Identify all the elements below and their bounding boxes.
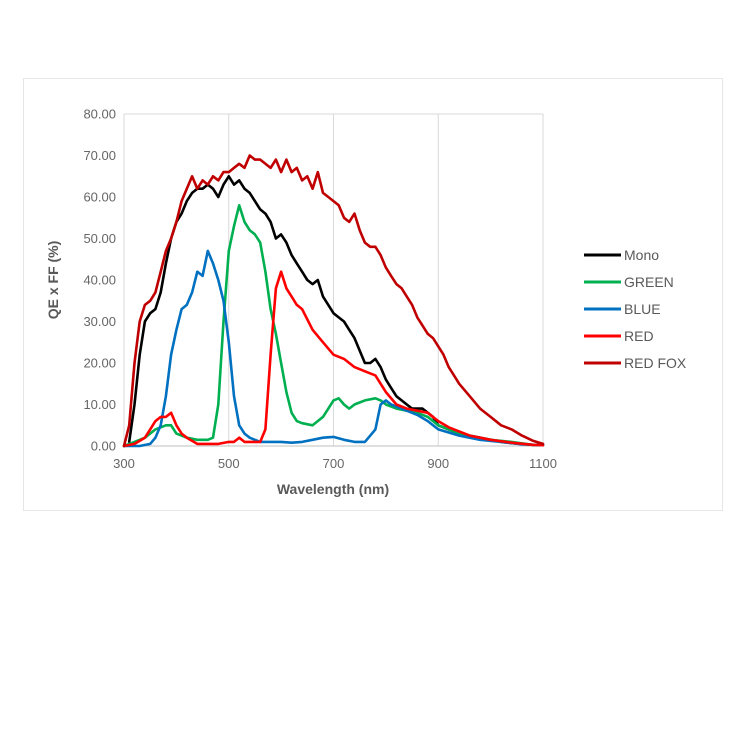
y-tick-label: 20.00	[83, 356, 116, 371]
y-tick-label: 50.00	[83, 231, 116, 246]
x-tick-label: 500	[218, 456, 240, 471]
series-line-red	[122, 270, 545, 448]
series-line-red-fox	[122, 154, 545, 448]
legend-label-red-fox: RED FOX	[624, 355, 687, 371]
y-tick-label: 10.00	[83, 397, 116, 412]
y-tick-label: 70.00	[83, 148, 116, 163]
series-line-blue	[122, 249, 545, 448]
x-tick-label: 300	[113, 456, 135, 471]
gridlines	[123, 113, 544, 446]
x-tick-label: 1100	[529, 456, 557, 471]
legend: Mono GREEN BLUE RED RED FOX	[584, 247, 687, 371]
y-tick-label: 40.00	[83, 273, 116, 288]
x-tick-label: 700	[323, 456, 345, 471]
plot-series	[122, 154, 545, 448]
legend-label-red: RED	[624, 328, 654, 344]
y-tick-label: 0.00	[91, 439, 116, 454]
y-tick-label: 80.00	[83, 107, 116, 122]
legend-label-green: GREEN	[624, 274, 674, 290]
axes: 0.00 10.00 20.00 30.00 40.00 50.00 60.00 70.00 8…	[83, 107, 557, 472]
legend-label-blue: BLUE	[624, 301, 661, 317]
y-axis-title: QE x FF (%)	[45, 241, 61, 320]
legend-label-mono: Mono	[624, 247, 659, 263]
series-line-mono	[127, 175, 545, 447]
x-axis-title: Wavelength (nm)	[277, 481, 389, 497]
x-tick-label: 900	[427, 456, 449, 471]
y-tick-label: 30.00	[83, 314, 116, 329]
y-tick-label: 60.00	[83, 190, 116, 205]
series-line-green	[122, 204, 545, 448]
